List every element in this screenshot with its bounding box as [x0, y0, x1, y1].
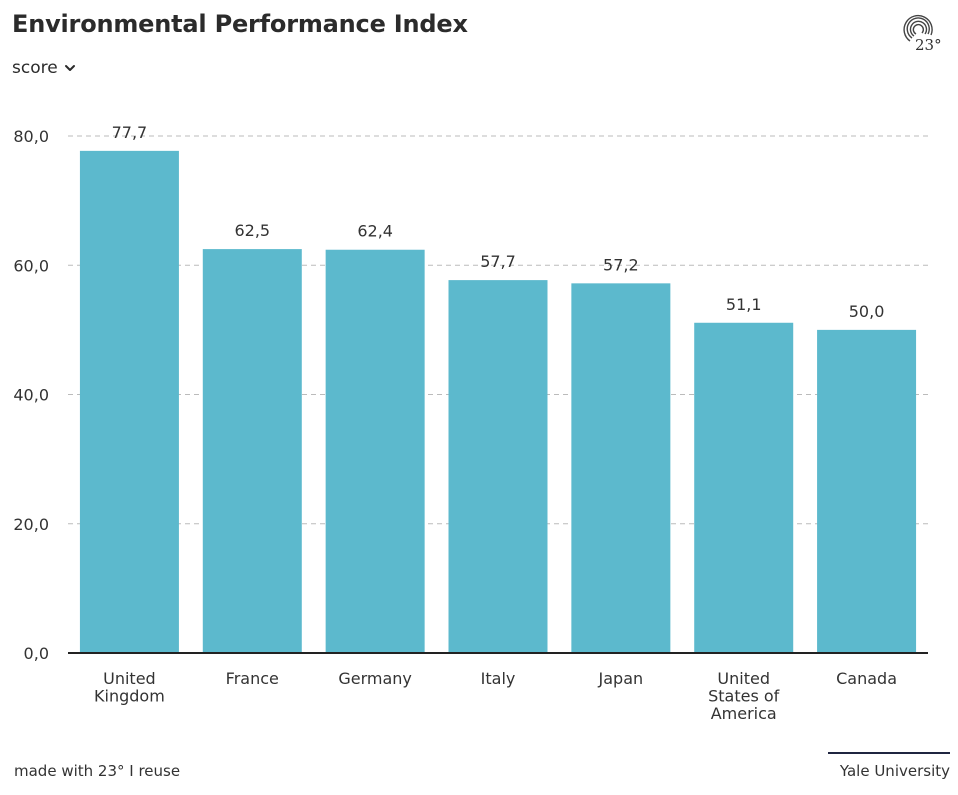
bar-value-label: 57,2: [603, 255, 639, 274]
bar-value-label: 51,1: [726, 295, 762, 314]
bar: [325, 249, 425, 654]
x-tick-label: France: [226, 669, 279, 688]
bar-value-label: 62,5: [234, 221, 270, 240]
made-with-link[interactable]: made with 23° I reuse: [14, 762, 181, 780]
bar-chart: 0,020,040,060,080,0 77,7UnitedKingdom62,5…: [13, 123, 928, 723]
x-tick-label: States of: [708, 687, 780, 706]
metric-selector[interactable]: score: [12, 58, 76, 78]
x-tick-label: Italy: [481, 669, 516, 688]
x-tick-label: Canada: [836, 669, 897, 688]
source-label: Yale University: [828, 752, 950, 780]
bar-value-label: 77,7: [112, 123, 148, 142]
bar-value-label: 62,4: [357, 222, 393, 241]
y-tick-label: 20,0: [13, 515, 49, 534]
bar: [448, 280, 548, 653]
x-tick-label: United: [717, 669, 770, 688]
chevron-down-icon: [64, 65, 75, 71]
bar: [694, 322, 794, 653]
bar-value-label: 50,0: [849, 302, 885, 321]
y-tick-label: 60,0: [13, 256, 49, 275]
x-tick-label: Germany: [338, 669, 412, 688]
bar: [817, 329, 917, 653]
bar: [79, 150, 179, 653]
y-tick-label: 0,0: [24, 644, 49, 663]
x-tick-label: Japan: [598, 669, 644, 688]
metric-selector-label: score: [12, 58, 58, 78]
x-tick-label: Kingdom: [94, 687, 165, 706]
y-tick-label: 80,0: [13, 127, 49, 146]
logo-text: 23°: [915, 36, 942, 54]
bar-value-label: 57,7: [480, 252, 516, 271]
x-tick-label: America: [711, 704, 777, 723]
spiral-logo-icon: 23°: [903, 14, 942, 54]
bar: [571, 283, 671, 653]
y-tick-label: 40,0: [13, 386, 49, 405]
chart-title: Environmental Performance Index: [12, 10, 468, 38]
bar: [202, 249, 302, 653]
x-tick-label: United: [103, 669, 156, 688]
